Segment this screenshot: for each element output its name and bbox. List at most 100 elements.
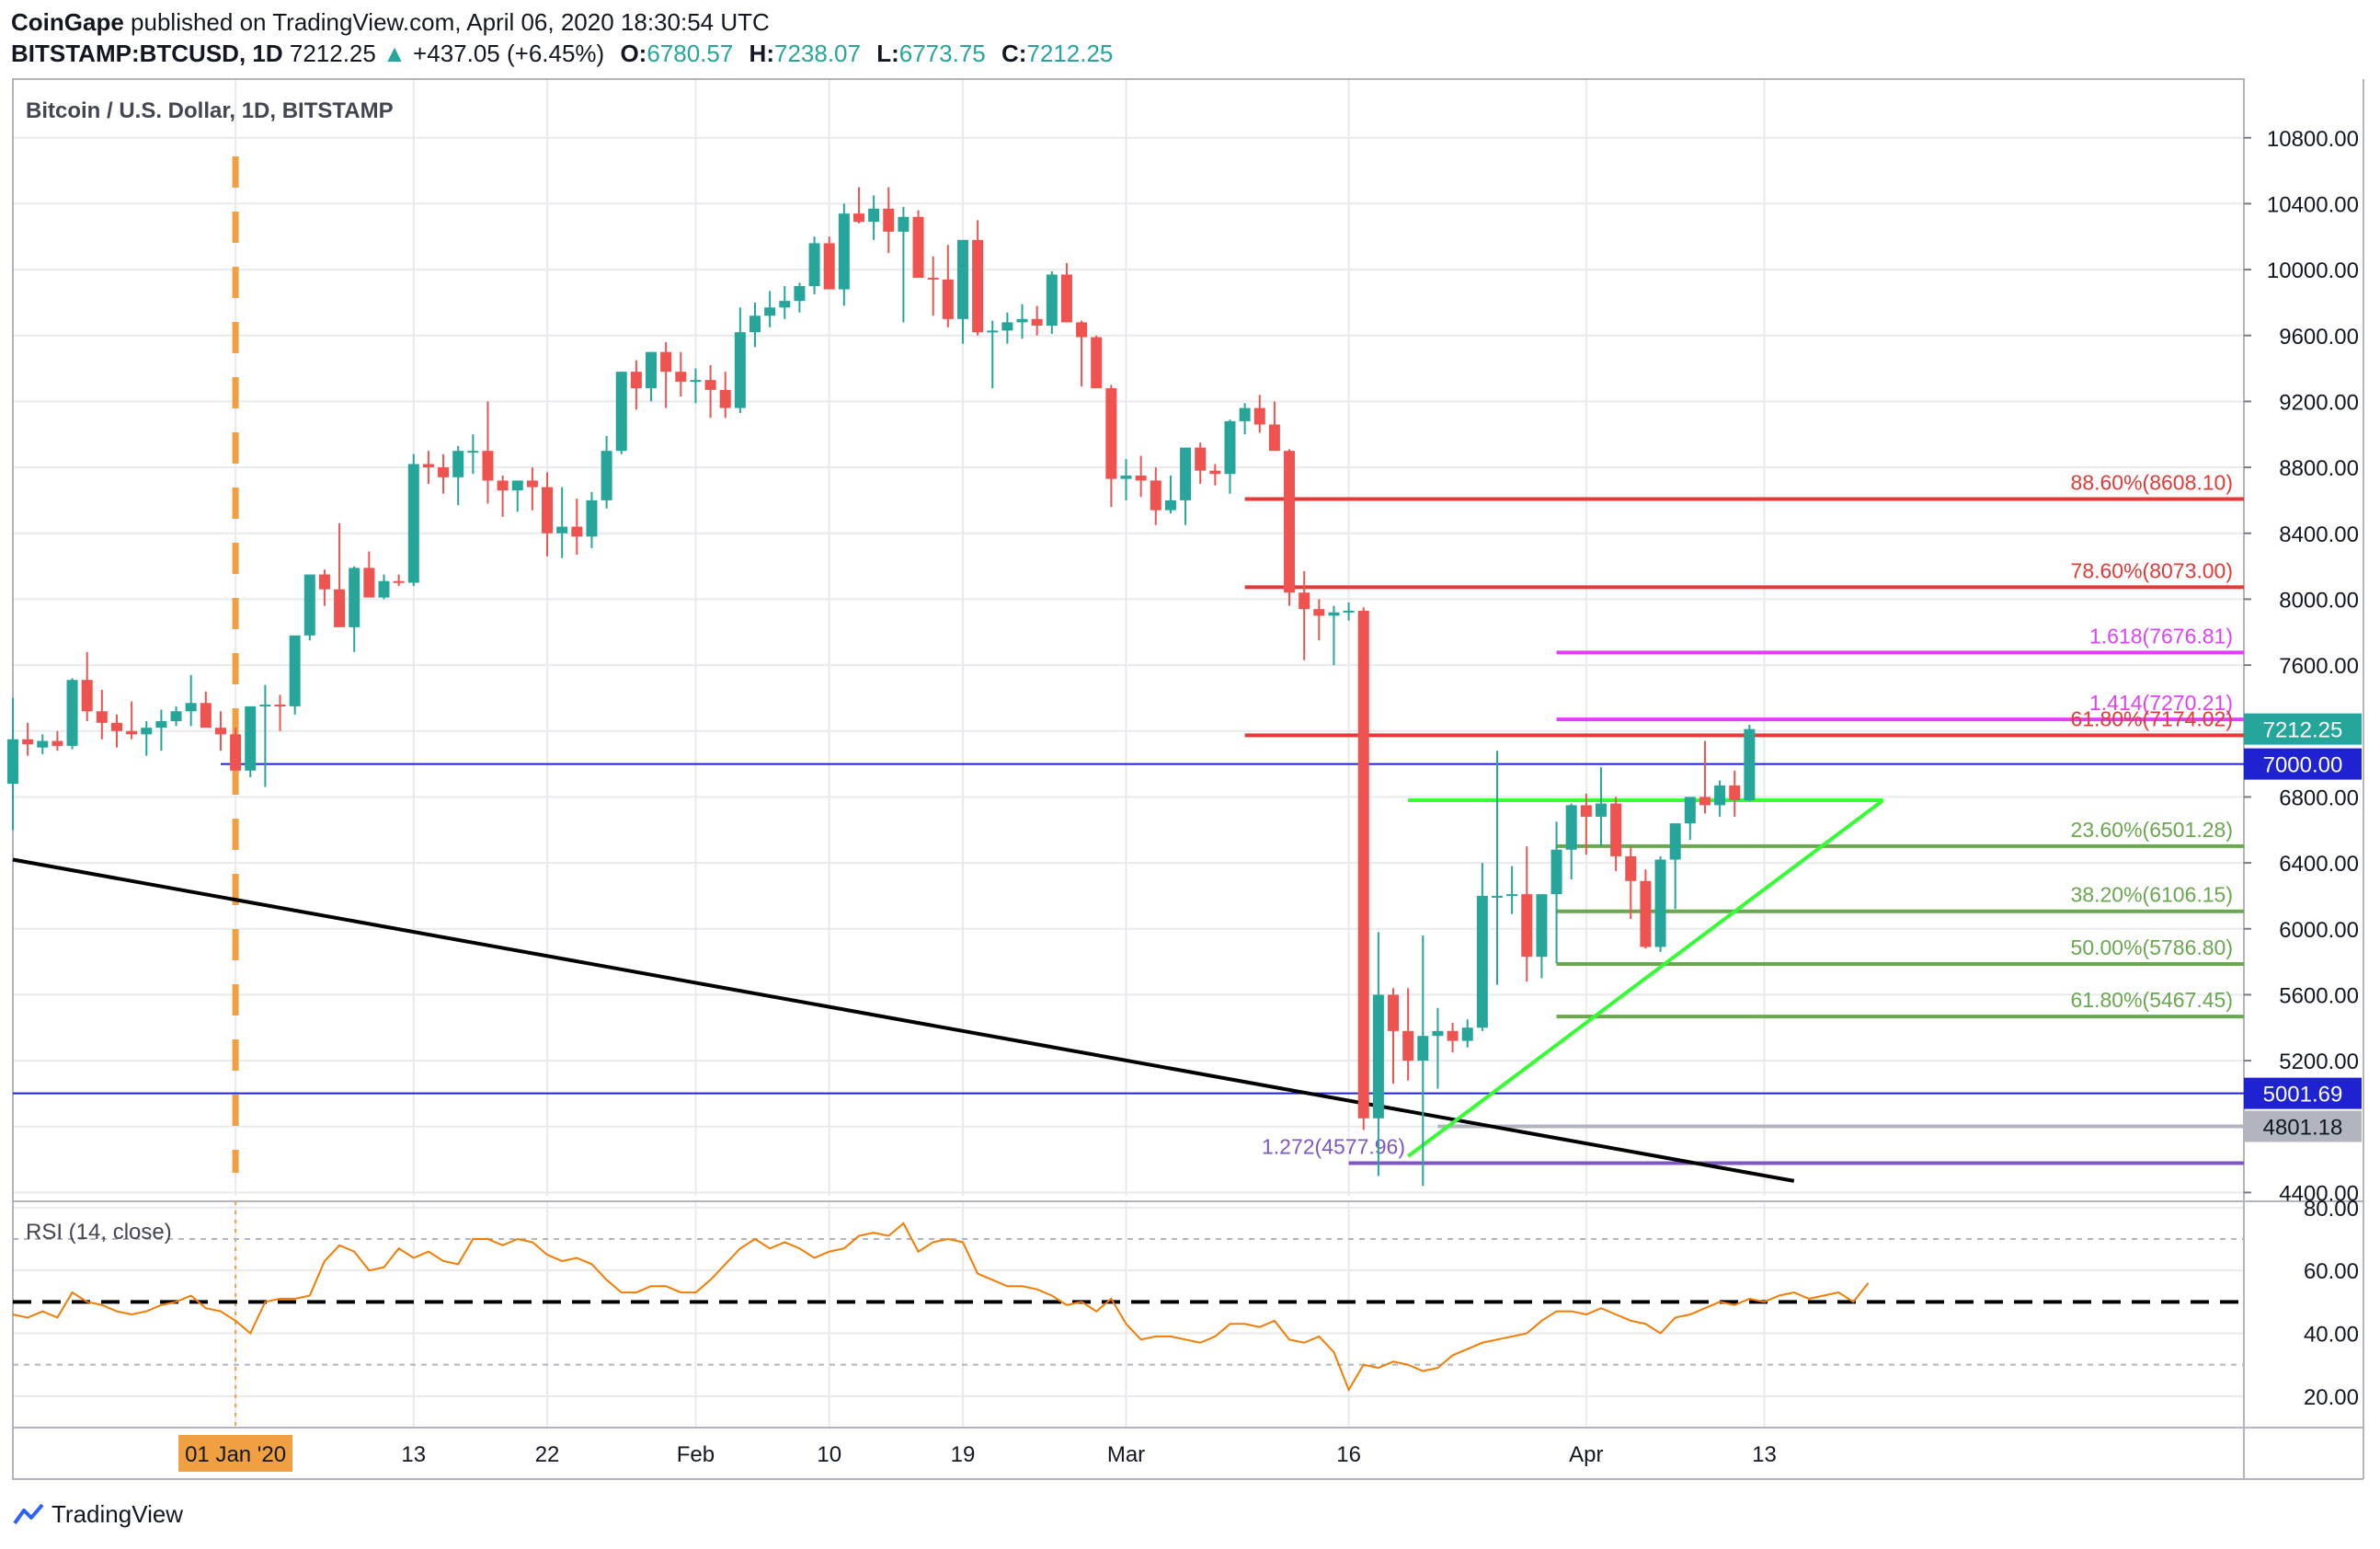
candle-body	[1669, 823, 1681, 860]
candle-body	[1120, 476, 1132, 479]
last-price-axis-label: 7212.25	[2263, 718, 2343, 743]
price-tick-label: 9600.00	[2279, 325, 2359, 350]
time-tick-label: 13	[1752, 1442, 1777, 1467]
candle-body	[1224, 420, 1236, 475]
candle-body	[289, 635, 301, 706]
candle-body	[110, 722, 122, 731]
candle-body	[719, 389, 731, 408]
candle-body	[482, 451, 494, 481]
candle-body	[1343, 610, 1355, 613]
candle-body	[630, 372, 642, 389]
candle-body	[1744, 729, 1756, 800]
candle-body	[1209, 470, 1221, 475]
time-tick-label: Feb	[677, 1442, 715, 1467]
candle-body	[214, 728, 226, 735]
grid	[13, 79, 2244, 1428]
candle-body	[318, 574, 330, 590]
level-4801-axis-label: 4801.18	[2263, 1116, 2343, 1141]
symbol-info-line: BITSTAMP:BTCUSD, 1D 7212.25 ▲ +437.05 (+…	[11, 39, 1113, 68]
candle-body	[1253, 407, 1265, 425]
candle-body	[1625, 855, 1637, 881]
rsi-tick-label: 60.00	[2304, 1259, 2359, 1284]
candle-body	[838, 213, 850, 290]
price-tick-label: 6400.00	[2279, 852, 2359, 877]
candle-body	[852, 213, 864, 223]
candle-body	[883, 208, 895, 232]
candle-body	[1729, 785, 1741, 800]
publisher-line: CoinGape published on TradingView.com, A…	[11, 7, 770, 37]
chart-title: Bitcoin / U.S. Dollar, 1D, BITSTAMP	[26, 98, 394, 123]
candle-body	[779, 301, 791, 308]
candle-body	[1447, 1030, 1459, 1041]
low-label: L:	[876, 40, 899, 67]
candle-body	[615, 372, 627, 452]
price-tick-label: 7600.00	[2279, 654, 2359, 679]
published-info: published on TradingView.com, April 06, …	[131, 8, 770, 36]
price-tick-label: 8400.00	[2279, 522, 2359, 547]
candle-body	[556, 526, 568, 534]
low-value: 6773.75	[898, 40, 986, 67]
time-tick-label: 01 Jan '20	[185, 1442, 286, 1467]
candle-body	[1328, 612, 1340, 616]
candle-body	[660, 351, 672, 373]
candle-body	[542, 487, 554, 534]
candle-body	[1417, 1036, 1429, 1061]
symbol-name: BITSTAMP:BTCUSD, 1D	[11, 40, 283, 67]
candlesticks	[7, 187, 1756, 1187]
close-value: 7212.25	[1026, 40, 1114, 67]
candle-body	[185, 703, 197, 712]
candle-body	[586, 499, 598, 537]
rsi-tick-label: 40.00	[2304, 1323, 2359, 1348]
time-tick-label: 16	[1336, 1442, 1361, 1467]
chart-frame	[12, 78, 2364, 1480]
triangle-ascending-line	[1406, 798, 1884, 1158]
candle-body	[1060, 274, 1072, 323]
candle-body	[1714, 785, 1726, 806]
trendlines	[12, 156, 1884, 1428]
candle-body	[1313, 609, 1325, 616]
candle-body	[1699, 797, 1711, 806]
last-price-axis-box	[2244, 713, 2362, 745]
price-change: +437.05 (+6.45%)	[413, 40, 605, 67]
candle-body	[987, 330, 999, 333]
high-label: H:	[749, 40, 774, 67]
tradingview-logo-icon	[13, 1503, 44, 1525]
candle-body	[898, 216, 910, 232]
open-value: 6780.57	[646, 40, 734, 67]
rsi-pane	[12, 1222, 2244, 1393]
candle-body	[1461, 1027, 1473, 1041]
candle-body	[51, 740, 63, 746]
support-5001-axis-label: 5001.69	[2263, 1083, 2343, 1107]
candle-body	[1016, 318, 1028, 323]
candle-body	[1580, 805, 1592, 817]
candle-body	[1299, 592, 1310, 610]
change-arrow-icon: ▲	[383, 40, 406, 67]
tradingview-footer[interactable]: TradingView	[13, 1497, 183, 1531]
candle-body	[1476, 895, 1488, 1028]
price-tick-label: 5200.00	[2279, 1050, 2359, 1074]
ext-1-272-label: 1.272(4577.96)	[1262, 1135, 1405, 1159]
candle-body	[81, 680, 93, 712]
candle-body	[438, 467, 450, 477]
price-tick-label: 10400.00	[2267, 192, 2359, 217]
candle-body	[511, 480, 523, 491]
candle-body	[497, 480, 509, 491]
candle-body	[601, 451, 612, 500]
candle-body	[363, 568, 375, 598]
candle-body	[407, 464, 419, 583]
candle-body	[764, 307, 776, 316]
candle-body	[1180, 447, 1192, 500]
candle-body	[259, 705, 271, 707]
candle-body	[868, 208, 880, 223]
candle-body	[1284, 451, 1296, 593]
candle-body	[1536, 894, 1548, 958]
support-5001-axis-box	[2244, 1077, 2362, 1109]
candle-body	[1432, 1030, 1444, 1037]
candle-body	[734, 332, 746, 408]
candle-body	[956, 239, 968, 319]
time-tick-label: Mar	[1107, 1442, 1145, 1467]
open-label: O:	[620, 40, 647, 67]
price-tick-label: 10800.00	[2267, 127, 2359, 152]
support-7000-axis-box	[2244, 748, 2362, 780]
